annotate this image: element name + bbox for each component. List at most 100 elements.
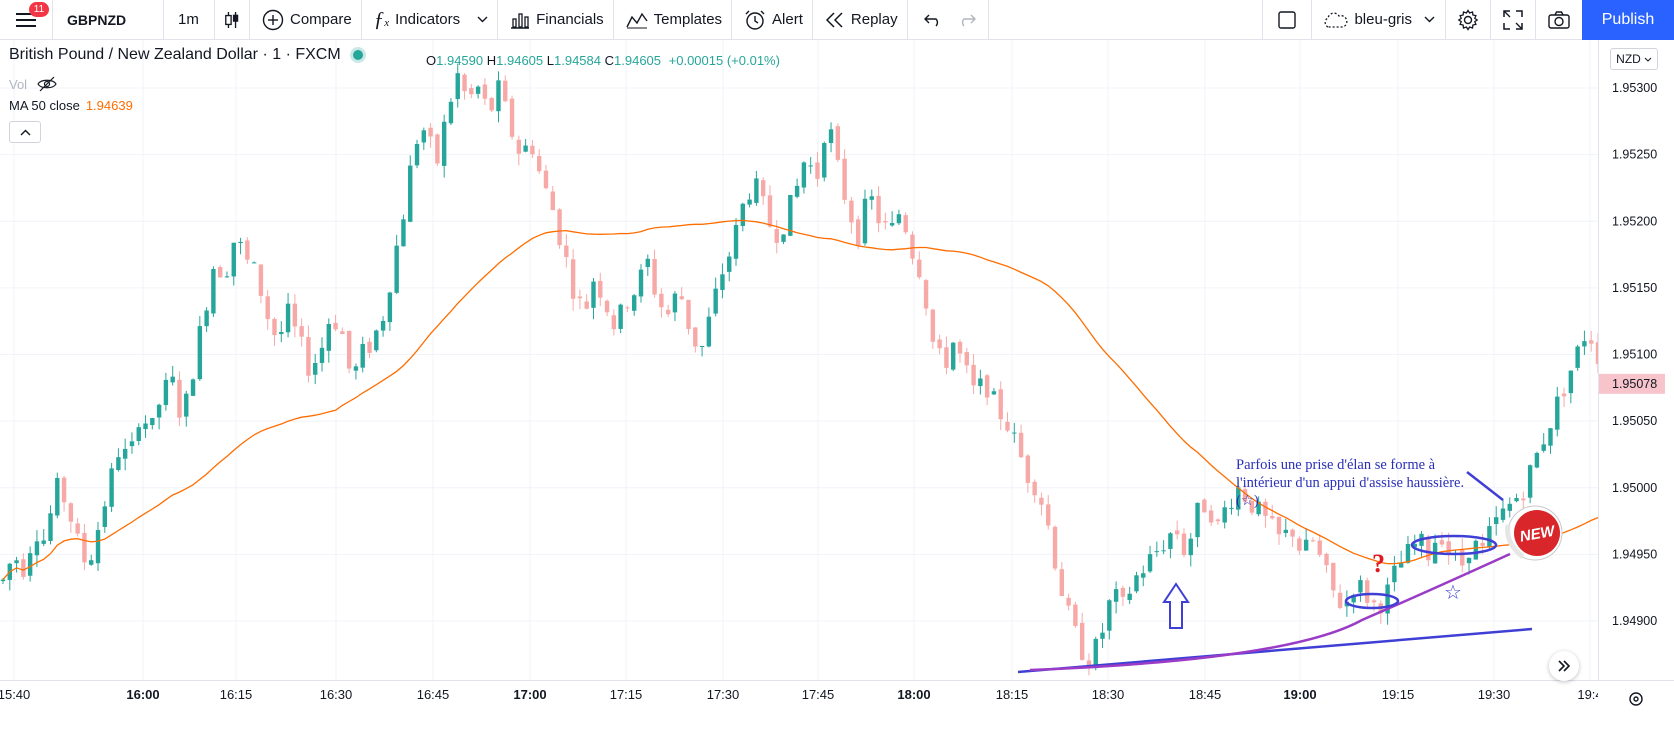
candle	[686, 299, 691, 335]
candle	[957, 339, 963, 363]
candle	[455, 63, 460, 108]
candles-layer	[0, 63, 1601, 676]
time-tick-label: 19:4	[1577, 687, 1602, 702]
candle	[855, 215, 861, 250]
candle	[808, 156, 813, 174]
candle	[1555, 386, 1560, 437]
time-tick-label: 18:15	[996, 687, 1029, 702]
menu-button[interactable]: 11	[0, 0, 52, 40]
eye-hidden-icon[interactable]	[37, 76, 57, 92]
candle	[177, 371, 182, 427]
currency-selector[interactable]: NZD	[1610, 48, 1658, 70]
candle	[577, 289, 583, 310]
candle	[1181, 528, 1187, 558]
candle	[7, 562, 12, 591]
separator	[1311, 0, 1313, 40]
indicators-button[interactable]: ƒx Indicators	[362, 0, 469, 40]
time-axis: 15:40 16:00 16:15 16:30 16:45 17:00 17:15 17:30…	[0, 680, 1674, 755]
fullscreen-button[interactable]	[1491, 0, 1535, 40]
chart-area[interactable]: ? ☆ NEW 1.95300 1.95250 1.95200 1.95150 1.9510…	[0, 40, 1674, 755]
separator	[811, 0, 813, 40]
alert-label: Alert	[772, 11, 803, 28]
ma-legend[interactable]: MA 50 close 1.94639	[9, 98, 133, 113]
annotation-text[interactable]: Parfois une prise d'élan se forme à l'in…	[1236, 457, 1465, 509]
candle	[557, 208, 562, 249]
financials-button[interactable]: Financials	[498, 0, 613, 40]
price-chart[interactable]: ? ☆ NEW 1.95300 1.95250 1.95200 1.95150 1.9510…	[0, 40, 1674, 755]
candle	[964, 347, 969, 374]
snapshot-button[interactable]	[1536, 0, 1582, 40]
collapse-legend-button[interactable]	[9, 121, 41, 143]
replay-button[interactable]: Replay	[813, 0, 907, 40]
star-icon: ☆	[1444, 580, 1462, 604]
candle	[828, 122, 834, 153]
candle	[1270, 505, 1275, 520]
undo-icon	[923, 14, 938, 26]
candle	[1453, 549, 1458, 561]
candle	[822, 141, 827, 182]
candle	[781, 234, 786, 245]
square-icon	[1278, 10, 1297, 29]
candle	[727, 251, 732, 282]
settings-button[interactable]	[1446, 0, 1490, 40]
layout-menu-button[interactable]: bleu-gris	[1312, 0, 1445, 40]
candle	[122, 438, 128, 471]
candle	[1358, 575, 1363, 602]
interval-button[interactable]: 1m	[164, 0, 214, 40]
separator	[163, 0, 164, 40]
expand-icon	[1503, 9, 1523, 30]
fullscreen-layout-button[interactable]	[1263, 0, 1311, 40]
candle	[313, 353, 318, 385]
ellipse-marker	[1410, 534, 1498, 556]
candle	[1208, 504, 1214, 526]
time-tick-label: 16:45	[417, 687, 450, 702]
undo-button[interactable]	[908, 0, 952, 40]
candle	[1446, 532, 1451, 565]
time-tick-label: 15:40	[0, 687, 30, 702]
alert-button[interactable]: Alert	[732, 0, 812, 40]
redo-button[interactable]	[952, 0, 988, 40]
candle	[1039, 492, 1044, 516]
candle	[1222, 500, 1227, 529]
time-tick-label: 18:30	[1092, 687, 1125, 702]
function-icon: ƒx	[373, 7, 390, 31]
double-chevron-right-icon	[1558, 660, 1571, 672]
symbol-title[interactable]: British Pound / New Zealand Dollar · 1 ·…	[9, 46, 341, 63]
templates-label: Templates	[653, 11, 723, 28]
candle	[699, 345, 705, 357]
candle	[760, 177, 766, 205]
separator	[214, 0, 215, 40]
ellipse-marker	[1344, 592, 1400, 610]
separator	[360, 0, 362, 40]
candle	[1487, 517, 1492, 550]
candle	[1100, 623, 1105, 648]
candle	[754, 170, 759, 206]
market-status-icon[interactable]	[352, 50, 363, 60]
candle	[265, 289, 270, 330]
new-badge-label: NEW	[1519, 522, 1558, 545]
chevron-down-icon	[477, 16, 488, 23]
chart-type-button[interactable]	[215, 0, 249, 40]
currency-label: NZD	[1616, 52, 1641, 66]
symbol-search[interactable]: GBPNZD	[53, 0, 163, 40]
candle	[747, 193, 752, 208]
price-tick-label: 1.94950	[1612, 547, 1657, 561]
indicators-dropdown[interactable]	[469, 0, 497, 40]
price-tick-label: 1.95250	[1612, 148, 1657, 162]
candle	[1561, 387, 1567, 408]
candle	[1242, 484, 1248, 505]
candle	[1202, 498, 1207, 513]
publish-button[interactable]: Publish	[1582, 0, 1674, 40]
ma-label: MA 50 close	[9, 98, 80, 113]
candle	[1317, 534, 1322, 558]
candle	[1460, 538, 1465, 573]
scroll-to-realtime-button[interactable]	[1549, 651, 1579, 681]
price-tick-label: 1.95300	[1612, 81, 1657, 95]
axis-settings-icon	[1629, 692, 1643, 706]
compare-button[interactable]: Compare	[250, 0, 361, 40]
candle	[584, 294, 589, 310]
templates-button[interactable]: Templates	[614, 0, 731, 40]
candle	[408, 155, 413, 223]
volume-legend[interactable]: Vol	[9, 76, 57, 92]
separator	[497, 0, 499, 40]
